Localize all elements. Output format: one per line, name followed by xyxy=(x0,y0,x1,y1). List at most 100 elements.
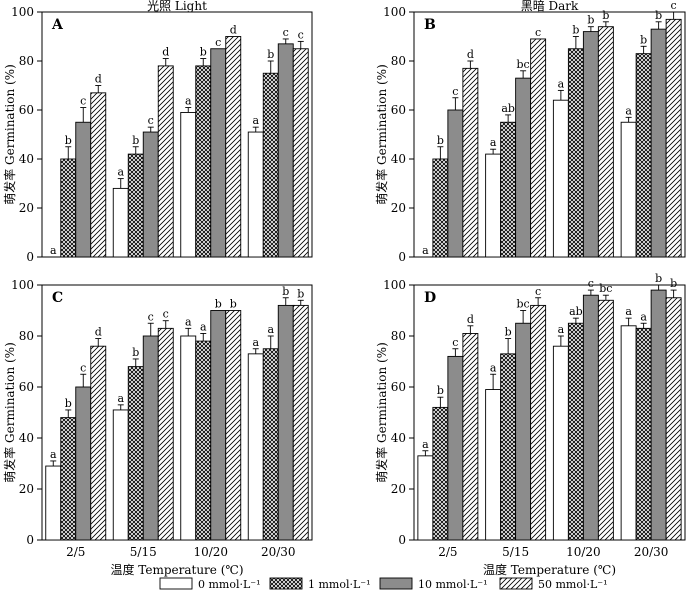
significance-letter: a xyxy=(422,438,429,451)
significance-letter: b xyxy=(282,285,289,298)
significance-letter: c xyxy=(163,308,169,321)
significance-letter: b xyxy=(267,48,274,61)
significance-letter: d xyxy=(467,313,474,326)
significance-letter: a xyxy=(117,392,124,405)
bar xyxy=(75,386,92,541)
y-tick-label: 0 xyxy=(398,250,406,264)
bar xyxy=(485,389,502,541)
bar xyxy=(195,340,212,541)
bar xyxy=(462,67,479,258)
significance-letter: c xyxy=(80,95,86,108)
bar xyxy=(620,325,637,541)
x-tick-label: 2/5 xyxy=(438,545,457,559)
bar xyxy=(247,353,264,541)
significance-letter: b xyxy=(200,46,207,59)
legend-label: 1 mmol·L⁻¹ xyxy=(308,578,371,591)
x-tick-label: 5/15 xyxy=(130,545,157,559)
x-tick-label: 20/30 xyxy=(261,545,296,559)
y-tick-label: 80 xyxy=(391,54,406,68)
significance-letter: b xyxy=(65,134,72,147)
bar xyxy=(225,36,242,258)
significance-letter: a xyxy=(625,104,632,117)
y-tick-label: 20 xyxy=(391,482,406,496)
bar xyxy=(582,294,599,541)
bar xyxy=(112,187,129,258)
y-tick-label: 40 xyxy=(19,431,34,445)
significance-letter: b xyxy=(602,9,609,22)
significance-letter: c xyxy=(452,336,458,349)
bar xyxy=(515,77,532,258)
legend-label: 10 mmol·L⁻¹ xyxy=(418,578,488,591)
significance-letter: b xyxy=(215,298,222,311)
significance-letter: a xyxy=(117,166,124,179)
bar xyxy=(650,28,667,258)
bar xyxy=(500,121,517,258)
significance-letter: ab xyxy=(501,102,515,115)
bar xyxy=(142,335,159,541)
significance-letter: a xyxy=(558,323,565,336)
bar xyxy=(292,48,309,258)
significance-letter: a xyxy=(267,323,274,336)
x-axis-label: 温度 Temperature (℃) xyxy=(483,562,616,577)
bar xyxy=(195,65,212,258)
legend-swatch xyxy=(499,577,533,590)
y-axis-label: 萌发率 Germination (%) xyxy=(374,342,389,483)
panel-a: 0 20 40 60 80 100 萌发率 Germination (%) A 光照 Light… xyxy=(2,0,313,264)
bar xyxy=(432,406,449,541)
y-tick-label: 60 xyxy=(19,380,34,394)
significance-letter: c xyxy=(283,26,289,39)
y-tick-label: 0 xyxy=(398,533,406,547)
panel-letter: A xyxy=(51,17,64,33)
significance-letter: b xyxy=(670,277,677,290)
bar xyxy=(60,417,77,541)
significance-letter: a xyxy=(490,136,497,149)
bar xyxy=(530,38,547,258)
significance-letter: b xyxy=(230,298,237,311)
significance-letter: b xyxy=(655,9,662,22)
plot-frame xyxy=(41,11,313,258)
significance-letter: a xyxy=(200,320,207,333)
significance-letter: a xyxy=(558,77,565,90)
legend-label: 0 mmol·L⁻¹ xyxy=(198,578,261,591)
y-tick-label: 0 xyxy=(26,250,34,264)
y-tick-label: 40 xyxy=(391,152,406,166)
legend-swatch xyxy=(379,577,413,590)
bar xyxy=(127,153,144,258)
panel-letter: B xyxy=(424,17,436,33)
bar xyxy=(485,153,502,258)
x-tick-label: 2/5 xyxy=(66,545,85,559)
plot-frame xyxy=(413,11,686,258)
plot-frame xyxy=(41,284,313,541)
significance-letter: a xyxy=(640,310,647,323)
significance-letter: c xyxy=(148,114,154,127)
significance-letter: d xyxy=(162,46,169,59)
significance-letter: d xyxy=(230,24,237,37)
significance-letter: b xyxy=(640,33,647,46)
y-tick-label: 60 xyxy=(391,380,406,394)
bar xyxy=(597,26,614,258)
bar xyxy=(127,366,144,541)
bar xyxy=(90,345,107,541)
x-axis-label: 温度 Temperature (℃) xyxy=(110,562,243,577)
y-tick-label: 100 xyxy=(383,5,406,19)
legend-label: 50 mmol·L⁻¹ xyxy=(538,578,608,591)
significance-letter: c xyxy=(298,28,304,41)
y-tick-label: 100 xyxy=(11,5,34,19)
panel-letter: D xyxy=(424,290,436,306)
y-tick-label: 20 xyxy=(19,482,34,496)
legend: 0 mmol·L⁻¹ 1 mmol·L⁻¹ 10 mmol·L⁻¹ 50 mmol·L… xyxy=(159,577,608,591)
bar xyxy=(665,18,682,258)
bar xyxy=(597,299,614,541)
bar xyxy=(112,409,129,541)
bar xyxy=(262,72,279,258)
bar xyxy=(142,131,159,258)
x-tick-label: 20/30 xyxy=(634,545,669,559)
bar xyxy=(582,31,599,258)
bar xyxy=(210,48,227,258)
y-tick-label: 80 xyxy=(19,54,34,68)
significance-letter: a xyxy=(185,315,192,328)
y-axis-label: 萌发率 Germination (%) xyxy=(2,342,17,483)
y-tick-label: 20 xyxy=(19,201,34,215)
